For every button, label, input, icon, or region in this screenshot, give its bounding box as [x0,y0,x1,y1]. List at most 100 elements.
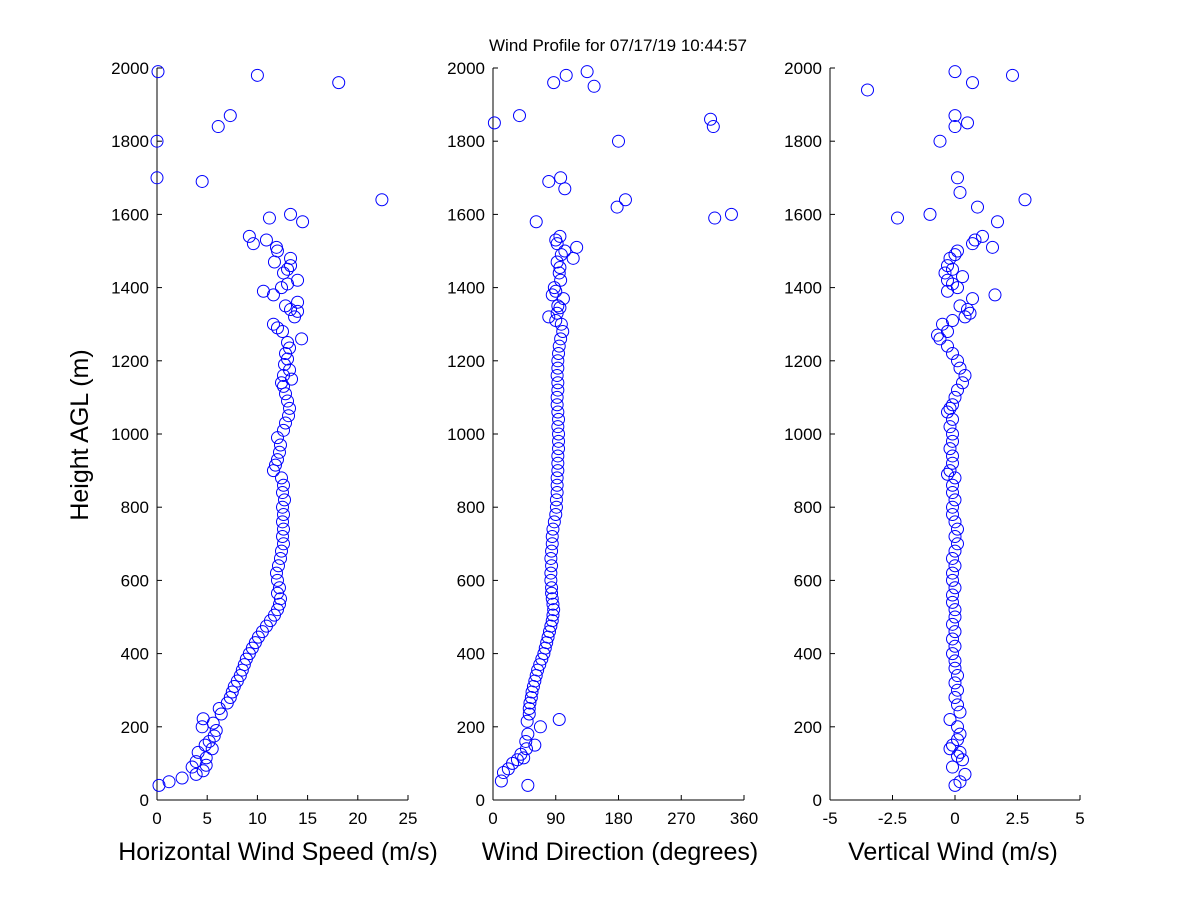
speed-data-point [189,767,203,781]
speed-data-point [263,614,277,628]
panel-vertical: 0 200 400 600 800 1000 1200 1400 1600 1800 2000 -5 -… [784,59,1085,866]
speed-data-point [189,755,203,769]
direction-data-point [494,774,508,788]
vertical-data-point [966,292,979,306]
vertical-data-point [951,683,964,697]
speed-data-point [274,471,288,485]
direction-data-point [551,405,565,419]
vertical-data-point [956,376,969,390]
direction-data-point [552,442,566,456]
direction-data-point [496,766,510,780]
vertical-data-point [948,248,962,262]
direction-data-point [551,420,565,434]
direction-data-point [542,310,556,324]
speed-data-point [272,597,286,611]
direction-y-tick-label: 400 [457,645,485,664]
vertical-data-point [943,401,957,415]
vertical-data-point [946,456,959,470]
direction-data-point [546,522,560,536]
speed-y-tick-label: 400 [121,645,149,664]
speed-data-point [279,387,293,401]
speed-data-point [281,394,295,408]
vertical-data-point [946,588,959,602]
vertical-data-point [933,332,947,346]
vertical-data-point [953,299,967,313]
vertical-x-tick-label: -5 [822,809,837,828]
speed-data-point [282,409,296,423]
direction-y-tick-label: 1400 [447,279,485,298]
direction-y-tick-label: 1200 [447,352,485,371]
speed-data-point [256,284,270,298]
vertical-x-tick-label: 5 [1075,809,1084,828]
direction-data-point [506,756,520,770]
vertical-data-point [948,390,962,404]
direction-x-tick-label: 90 [546,809,565,828]
direction-data-point [551,456,565,470]
direction-data-point [570,240,584,254]
vertical-data-point [951,733,964,747]
speed-x-tick-label: 15 [298,809,317,828]
speed-data-point [295,332,309,346]
vertical-data-point [951,537,964,551]
vertical-data-point [948,544,962,558]
speed-data-point [291,273,305,287]
direction-data-point [552,712,566,726]
vertical-data-point [961,303,974,317]
speed-data-point [150,171,164,185]
speed-data-point [277,379,291,393]
direction-data-point [547,603,561,617]
direction-data-point [618,193,632,207]
vertical-data-point [941,273,954,287]
direction-data-point [522,702,536,715]
direction-data-point [550,390,564,404]
direction-data-point [551,376,565,390]
speed-data-point [271,559,285,573]
vertical-y-tick-label: 1000 [784,425,822,444]
speed-data-point [269,566,283,580]
direction-data-point [547,515,561,529]
direction-data-point [544,619,558,633]
speed-data-point [268,458,282,472]
direction-data-point [545,592,559,606]
vertical-data-point [948,625,962,639]
direction-data-point [529,215,543,229]
direction-data-point [704,112,718,126]
vertical-data-point [931,328,944,342]
direction-data-point [566,251,580,265]
direction-data-point [612,134,625,148]
speed-data-point [296,215,310,229]
direction-data-point [552,434,566,448]
vertical-data-point [946,566,959,580]
vertical-data-point [943,420,957,434]
direction-data-point [549,508,563,522]
vertical-data-point [976,229,989,243]
direction-data-point [554,332,568,346]
direction-data-point [531,663,545,677]
speed-x-axis-label: Horizontal Wind Speed (m/s) [118,838,438,866]
speed-data-point [283,341,297,355]
vertical-y-tick-label: 1600 [784,205,822,224]
speed-data-point [195,174,209,188]
speed-data-point [266,317,280,331]
vertical-data-point [948,661,962,675]
vertical-x-axis-label: Vertical Wind (m/s) [848,838,1058,866]
speed-data-point [267,255,281,269]
direction-data-point [549,500,563,514]
speed-data-point [191,745,205,759]
speed-y-tick-label: 1600 [111,205,149,224]
vertical-data-point [948,515,962,529]
vertical-data-point [948,581,962,595]
speed-data-point [277,537,291,551]
vertical-data-point [971,200,984,214]
vertical-data-point [946,486,959,500]
direction-data-point [552,266,566,280]
vertical-data-point [941,284,954,298]
vertical-data-point [948,603,962,617]
vertical-data-point [946,573,959,587]
vertical-data-point [941,339,954,353]
vertical-data-point [953,775,967,789]
speed-data-point [250,68,264,82]
speed-x-tick-label: 25 [399,809,418,828]
speed-data-point [281,262,295,276]
